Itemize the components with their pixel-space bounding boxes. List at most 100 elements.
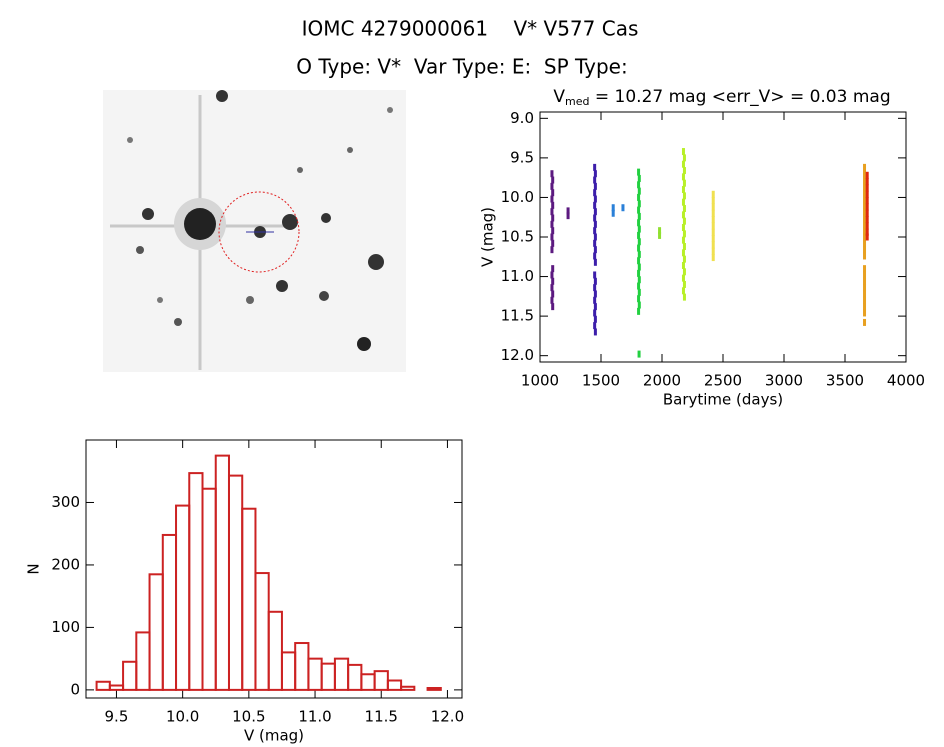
point — [637, 174, 641, 182]
y-tick-label: 300 — [51, 493, 80, 511]
point — [711, 247, 715, 255]
point — [682, 293, 686, 301]
point — [621, 204, 625, 212]
point — [551, 227, 555, 235]
point — [865, 197, 869, 205]
plot-frame — [85, 439, 463, 699]
point — [863, 277, 867, 285]
y-tick-label: 10.5 — [501, 228, 534, 246]
point — [682, 230, 686, 238]
point — [863, 252, 867, 260]
point — [863, 318, 867, 326]
bar — [148, 573, 164, 691]
point — [682, 205, 686, 213]
point — [681, 261, 685, 269]
point — [593, 303, 597, 311]
point — [682, 179, 686, 187]
point — [637, 244, 641, 252]
point — [865, 209, 869, 217]
x-tick-label: 1000 — [521, 372, 559, 390]
point — [711, 197, 715, 205]
point — [682, 154, 686, 162]
point — [863, 195, 867, 203]
point — [551, 265, 555, 273]
point — [681, 173, 685, 181]
point — [681, 274, 685, 282]
x-tick-label: 2500 — [704, 372, 742, 390]
point — [865, 222, 869, 230]
x-tick-label: 11.5 — [365, 708, 398, 726]
point — [550, 284, 554, 292]
y-tick-label: 11.5 — [501, 307, 534, 325]
point — [593, 220, 597, 228]
point — [658, 227, 662, 235]
point — [681, 224, 685, 232]
point — [593, 214, 597, 222]
y-axis-label: N — [25, 563, 43, 574]
point — [863, 246, 867, 254]
point — [682, 268, 686, 276]
point — [681, 148, 685, 156]
bar — [320, 662, 336, 691]
x-tick-label: 4000 — [887, 372, 925, 390]
title-sub: med — [565, 95, 589, 108]
point — [637, 168, 641, 176]
point — [593, 189, 597, 197]
point — [593, 315, 597, 323]
point — [593, 309, 597, 317]
bar — [188, 472, 204, 691]
point — [865, 228, 869, 236]
lightcurve-title: Vmed = 10.27 mag <err_V> = 0.03 mag — [553, 87, 890, 108]
point — [593, 163, 597, 171]
point — [863, 239, 867, 247]
point — [551, 214, 555, 222]
bar — [241, 507, 257, 691]
point — [637, 307, 641, 315]
point — [863, 163, 867, 171]
point — [593, 277, 597, 285]
y-tick-label: 11.0 — [501, 267, 534, 285]
point — [863, 271, 867, 279]
point — [711, 235, 715, 243]
point — [681, 160, 685, 168]
point — [863, 227, 867, 235]
title-part: V — [553, 87, 565, 107]
point — [566, 212, 570, 220]
point — [566, 207, 570, 215]
point — [863, 284, 867, 292]
point — [551, 277, 555, 285]
point — [551, 303, 555, 311]
x-tick-label: 10.5 — [232, 708, 265, 726]
point — [637, 200, 641, 208]
point — [550, 170, 554, 178]
bar — [161, 533, 178, 691]
y-tick-label: 0 — [70, 680, 80, 698]
point — [863, 233, 867, 241]
x-tick-label: 3500 — [826, 372, 864, 390]
point — [711, 254, 715, 262]
point — [711, 222, 715, 230]
point — [637, 231, 641, 239]
point — [593, 258, 597, 266]
y-tick-label: 10.0 — [501, 188, 534, 206]
point — [593, 182, 597, 190]
point — [593, 170, 597, 178]
point — [865, 203, 869, 211]
bar — [347, 663, 363, 691]
point — [593, 328, 597, 336]
bar — [426, 687, 442, 691]
point — [682, 192, 686, 200]
point — [863, 303, 867, 311]
point — [863, 265, 867, 273]
point — [682, 280, 686, 288]
point — [863, 214, 867, 222]
point — [637, 219, 641, 227]
point — [593, 296, 597, 304]
x-tick-label: 10.0 — [166, 708, 199, 726]
point — [681, 236, 685, 244]
bar — [227, 474, 244, 691]
point — [593, 246, 597, 254]
point — [593, 208, 597, 216]
point — [682, 217, 686, 225]
point — [865, 184, 869, 192]
